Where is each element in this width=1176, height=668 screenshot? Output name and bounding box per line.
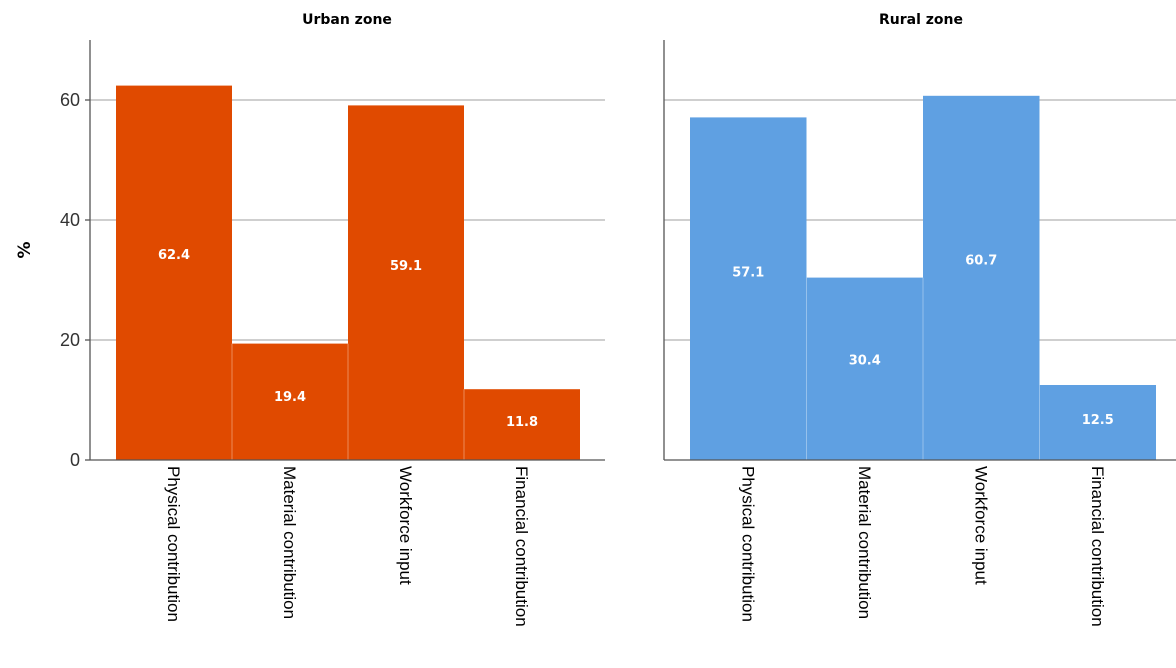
bar-value-label: 60.7 (965, 254, 997, 269)
bar (116, 85, 232, 460)
x-tick-label: Financial contribution (1088, 466, 1107, 627)
x-tick-label: Workforce input (971, 466, 990, 585)
bar-value-label: 62.4 (158, 248, 190, 263)
bar (1039, 385, 1156, 460)
chart-panels: Urban zone 0 20 40 60 62.4 Physical contributi… (60, 12, 1176, 627)
x-tick-label: Financial contribution (512, 466, 531, 627)
bar (232, 343, 348, 460)
y-tick-label: 60 (60, 90, 80, 110)
bar (806, 277, 923, 460)
bar-value-label: 30.4 (849, 354, 881, 369)
y-tick-label: 0 (70, 450, 80, 470)
bar-value-label: 11.8 (506, 415, 538, 430)
bar (348, 105, 464, 461)
bar-value-label: 57.1 (732, 266, 764, 281)
x-tick-label: Material contribution (855, 466, 874, 619)
x-tick-label: Workforce input (396, 466, 415, 585)
y-tick-label: 40 (60, 210, 80, 230)
bar-value-label: 59.1 (390, 259, 422, 274)
chart-panel-1: Urban zone 0 20 40 60 62.4 Physical contributi… (60, 12, 605, 627)
bar-value-label: 12.5 (1082, 413, 1114, 428)
x-tick-label: Material contribution (280, 466, 299, 619)
panel-title: Rural zone (879, 12, 963, 28)
y-axis-label: % (15, 241, 35, 258)
x-tick-label: Physical contribution (164, 466, 183, 622)
bar (690, 117, 807, 461)
bar-value-label: 19.4 (274, 390, 306, 405)
x-tick-label: Physical contribution (738, 466, 757, 622)
bar (923, 95, 1040, 461)
y-tick-label: 20 (60, 330, 80, 350)
bar (464, 389, 580, 460)
chart-panel-2: Rural zone 57.1 Physical contribution 30.4 M… (663, 12, 1176, 627)
panel-title: Urban zone (302, 12, 392, 28)
